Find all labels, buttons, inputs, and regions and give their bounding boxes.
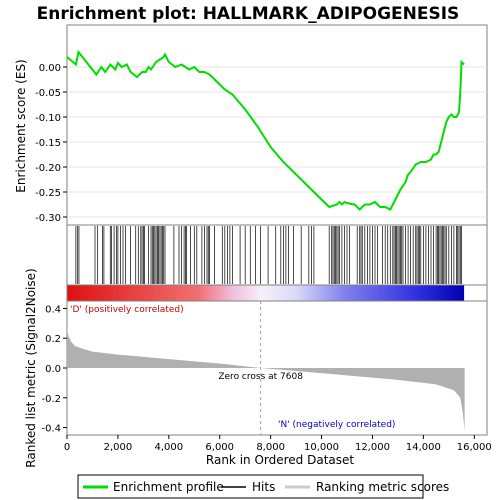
enrichment-y-tick-label: -0.25 [35, 188, 61, 199]
enrichment-y-ticks: 0.00 -0.05 -0.10 -0.15 -0.20 -0.25 -0.30 [35, 63, 67, 224]
negative-correlation-label: 'N' (negatively correlated) [278, 420, 395, 430]
enrichment-plot-area [66, 24, 488, 226]
ranked-metric-y-ticks: 0.4 0.2 0.0 -0.2 -0.4 [41, 304, 67, 435]
hits-panel [66, 224, 488, 286]
enrichment-y-tick-label: -0.15 [35, 138, 61, 149]
ranked-metric-y-axis-label: Ranked list metric (Signal2Noise) [24, 268, 38, 467]
legend-label-metric: Ranking metric scores [316, 480, 449, 494]
enrichment-y-tick-label: 0.00 [39, 63, 61, 74]
hit-lines [75, 226, 462, 284]
enrichment-y-axis-label: Enrichment score (ES) [14, 59, 28, 192]
enrichment-y-gridlines [67, 66, 487, 218]
legend-box [77, 474, 424, 499]
chart-title: Enrichment plot: HALLMARK_ADIPOGENESIS [37, 4, 460, 24]
x-tick-label: 4,000 [154, 442, 183, 453]
enrichment-y-tick-label: -0.10 [35, 113, 61, 124]
x-tick-label: 16,000 [457, 442, 492, 453]
enrichment-profile-line [66, 49, 465, 211]
zero-cross-label: Zero cross at 7608 [218, 372, 303, 382]
legend-label-enrichment: Enrichment profile [113, 480, 224, 494]
positive-correlation-label: 'D' (positively correlated) [70, 305, 184, 315]
ranked-metric-y-tick-label: -0.2 [41, 394, 61, 405]
ranked-metric-y-tick-label: 0.0 [45, 364, 61, 375]
x-tick-label: 8,000 [256, 442, 285, 453]
ranked-metric-panel: Zero cross at 7608 'D' (positively corre… [24, 268, 492, 467]
legend-label-hits: Hits [252, 480, 275, 494]
x-tick-label: 10,000 [304, 442, 339, 453]
x-tick-label: 6,000 [205, 442, 234, 453]
x-axis-label: Rank in Ordered Dataset [206, 453, 354, 467]
enrichment-y-tick-label: -0.20 [35, 163, 61, 174]
x-tick-label: 2,000 [104, 442, 133, 453]
enrichment-panel: 0.00 -0.05 -0.10 -0.15 -0.20 -0.25 -0.30 Enric… [14, 24, 488, 226]
ranked-metric-x-ticks: 0 2,000 4,000 6,000 8,000 10,000 12,000 14,000 1… [64, 435, 492, 453]
legend: Enrichment profile Hits Ranking metric s… [77, 474, 449, 499]
ranked-metric-y-tick-label: -0.4 [41, 424, 61, 435]
x-tick-label: 0 [64, 442, 70, 453]
enrichment-y-tick-label: -0.30 [35, 213, 61, 224]
enrichment-y-tick-label: -0.05 [35, 88, 61, 99]
x-tick-label: 12,000 [355, 442, 390, 453]
hits-area [66, 224, 488, 286]
x-tick-label: 14,000 [406, 442, 441, 453]
rank-color-bar [66, 284, 488, 302]
ranked-metric-y-tick-label: 0.4 [45, 304, 61, 315]
rank-gradient-bar [67, 285, 465, 301]
ranked-metric-y-tick-label: 0.2 [45, 334, 61, 345]
